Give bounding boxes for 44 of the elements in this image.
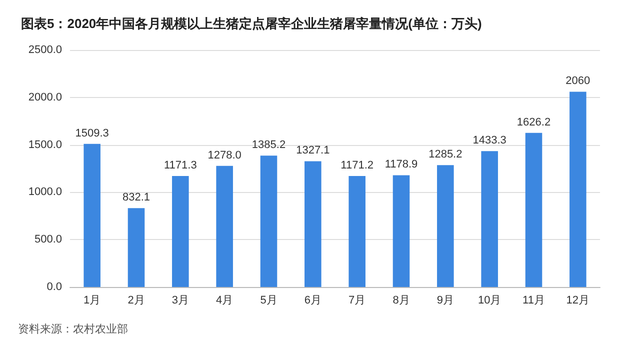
bar bbox=[128, 208, 145, 287]
x-tick-label: 6月 bbox=[304, 294, 322, 306]
y-tick-label: 1000.0 bbox=[28, 186, 62, 198]
data-label: 1285.2 bbox=[428, 148, 462, 161]
x-tick-label: 11月 bbox=[522, 294, 545, 306]
bar bbox=[392, 175, 410, 287]
x-tick-label: 12月 bbox=[566, 294, 590, 306]
x-tick-label: 1月 bbox=[84, 294, 101, 306]
x-tick-label: 4月 bbox=[216, 294, 234, 306]
bar bbox=[437, 165, 454, 287]
bar bbox=[481, 151, 498, 287]
data-label: 1278.0 bbox=[208, 149, 242, 162]
data-label: 1171.3 bbox=[164, 159, 197, 172]
chart-title: 图表5：2020年中国各月规模以上生猪定点屠宰企业生猪屠宰量情况(单位：万头) bbox=[21, 16, 482, 31]
data-label: 1509.3 bbox=[75, 127, 109, 140]
y-tick-label: 1500.0 bbox=[28, 138, 62, 151]
data-label: 2060 bbox=[566, 75, 590, 88]
bar bbox=[348, 176, 366, 287]
data-label: 1171.2 bbox=[340, 159, 374, 172]
x-tick-label: 8月 bbox=[392, 294, 410, 306]
x-tick-label: 7月 bbox=[348, 294, 366, 306]
y-tick-label: 2000.0 bbox=[28, 91, 62, 104]
bar bbox=[260, 156, 278, 287]
data-label: 1327.1 bbox=[296, 144, 330, 157]
y-tick-label: 0.0 bbox=[46, 281, 62, 293]
data-label: 832.1 bbox=[122, 192, 150, 204]
x-tick-label: 3月 bbox=[172, 294, 189, 306]
data-label: 1178.9 bbox=[384, 158, 418, 171]
text: 资料来源：农村农业部 bbox=[18, 322, 128, 336]
bar bbox=[172, 176, 189, 287]
bar bbox=[570, 92, 586, 287]
bar bbox=[525, 132, 542, 287]
data-label: 1626.2 bbox=[516, 116, 551, 128]
x-tick-label: 2月 bbox=[128, 294, 145, 306]
bar bbox=[84, 144, 100, 287]
y-tick-label: 500.0 bbox=[34, 234, 62, 246]
x-tick-label: 10月 bbox=[478, 294, 502, 306]
x-tick-label: 5月 bbox=[260, 294, 278, 306]
y-tick-label: 2500.0 bbox=[28, 44, 62, 56]
x-tick-label: 9月 bbox=[436, 294, 454, 306]
bar bbox=[216, 166, 233, 287]
data-label: 1433.3 bbox=[472, 134, 506, 147]
bar bbox=[304, 161, 322, 287]
data-label: 1385.2 bbox=[252, 139, 286, 152]
